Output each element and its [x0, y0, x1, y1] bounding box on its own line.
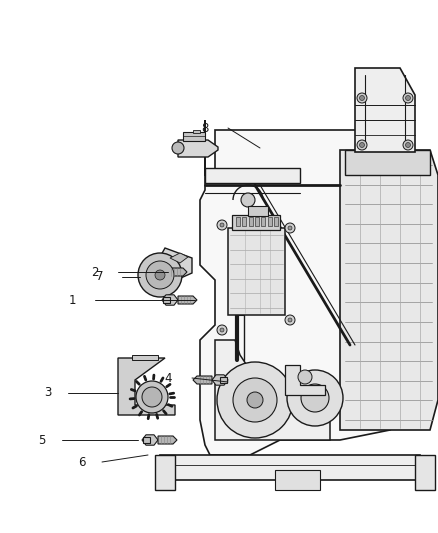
- Circle shape: [406, 95, 410, 101]
- Polygon shape: [268, 217, 272, 226]
- Text: 7: 7: [96, 271, 104, 284]
- Circle shape: [233, 378, 277, 422]
- Polygon shape: [261, 217, 265, 226]
- Polygon shape: [274, 217, 278, 226]
- Circle shape: [403, 93, 413, 103]
- Polygon shape: [215, 340, 330, 440]
- Polygon shape: [178, 140, 218, 157]
- Circle shape: [301, 384, 329, 412]
- Circle shape: [155, 270, 165, 280]
- Polygon shape: [228, 228, 285, 315]
- Polygon shape: [255, 217, 259, 226]
- Circle shape: [217, 362, 293, 438]
- Polygon shape: [275, 470, 320, 490]
- Text: 3: 3: [44, 386, 52, 400]
- Polygon shape: [155, 455, 175, 490]
- Circle shape: [172, 142, 184, 154]
- Circle shape: [220, 223, 224, 227]
- Text: 2: 2: [91, 265, 99, 279]
- Circle shape: [357, 140, 367, 150]
- Circle shape: [403, 140, 413, 150]
- Circle shape: [136, 381, 168, 413]
- Polygon shape: [152, 267, 168, 277]
- Circle shape: [357, 93, 367, 103]
- Circle shape: [217, 220, 227, 230]
- Polygon shape: [162, 295, 178, 305]
- Circle shape: [288, 226, 292, 230]
- Polygon shape: [415, 455, 435, 490]
- Circle shape: [247, 392, 263, 408]
- Text: 5: 5: [38, 433, 46, 447]
- Polygon shape: [355, 68, 415, 152]
- Polygon shape: [153, 269, 160, 275]
- Circle shape: [285, 315, 295, 325]
- Polygon shape: [249, 217, 253, 226]
- Polygon shape: [143, 437, 150, 443]
- Polygon shape: [160, 455, 420, 480]
- Polygon shape: [285, 365, 325, 395]
- Circle shape: [142, 387, 162, 407]
- Circle shape: [287, 370, 343, 426]
- Polygon shape: [158, 436, 177, 444]
- Circle shape: [241, 193, 255, 207]
- Text: 1: 1: [68, 294, 76, 306]
- Polygon shape: [193, 130, 200, 133]
- Circle shape: [406, 142, 410, 148]
- Text: 8: 8: [201, 122, 208, 134]
- Polygon shape: [220, 377, 227, 383]
- Circle shape: [360, 95, 364, 101]
- Polygon shape: [163, 297, 170, 303]
- Polygon shape: [132, 355, 158, 360]
- Polygon shape: [248, 206, 268, 216]
- Polygon shape: [168, 268, 187, 276]
- Polygon shape: [345, 150, 430, 175]
- Polygon shape: [236, 217, 240, 226]
- Circle shape: [217, 325, 227, 335]
- Text: 6: 6: [78, 456, 86, 469]
- Circle shape: [285, 223, 295, 233]
- Polygon shape: [170, 253, 188, 263]
- Polygon shape: [118, 358, 175, 415]
- Polygon shape: [242, 217, 246, 226]
- Circle shape: [138, 253, 182, 297]
- Circle shape: [298, 370, 312, 384]
- Polygon shape: [205, 168, 300, 183]
- Circle shape: [288, 318, 292, 322]
- Polygon shape: [178, 296, 197, 304]
- Polygon shape: [200, 120, 425, 455]
- Text: 4: 4: [164, 372, 172, 384]
- Circle shape: [146, 261, 174, 289]
- Polygon shape: [340, 150, 438, 430]
- Polygon shape: [232, 215, 280, 230]
- Polygon shape: [142, 435, 158, 445]
- Polygon shape: [183, 132, 205, 141]
- Polygon shape: [212, 375, 228, 385]
- Circle shape: [360, 142, 364, 148]
- Circle shape: [220, 328, 224, 332]
- Polygon shape: [193, 376, 212, 384]
- Polygon shape: [148, 248, 192, 285]
